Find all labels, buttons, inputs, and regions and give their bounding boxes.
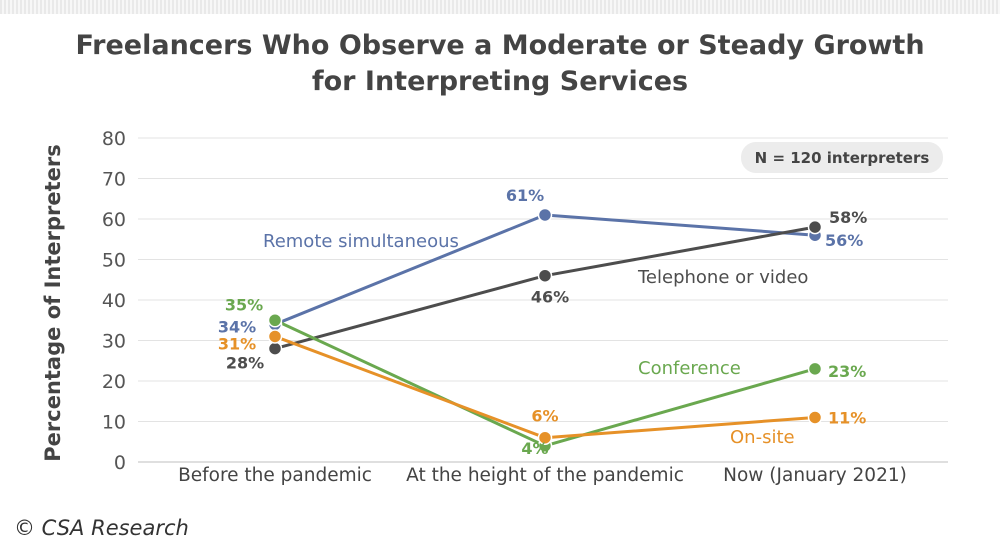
y-tick-labels: 0 10 20 30 40 50 60 70 80 — [102, 128, 126, 474]
data-label: 56% — [825, 231, 863, 250]
data-labels: 34% 61% 56% 28% 46% 58% 35% 4% 23% 31% 6% 11% — [218, 186, 867, 458]
data-label: 23% — [828, 362, 866, 381]
chart-title-line-2: for Interpreting Services — [311, 66, 689, 97]
data-point — [267, 313, 283, 328]
x-tick-label: Now (January 2021) — [723, 465, 907, 486]
y-tick-label: 10 — [102, 412, 126, 434]
data-point — [267, 329, 283, 344]
data-label: 61% — [506, 186, 544, 205]
series-name-label: Telephone or video — [637, 267, 808, 288]
gridlines — [138, 137, 948, 463]
series-name-label: Remote simultaneous — [263, 231, 459, 252]
data-label: 34% — [218, 317, 256, 336]
data-label: 31% — [218, 334, 256, 353]
chart-title: Freelancers Who Observe a Moderate or St… — [0, 28, 1000, 100]
series-name-labels: Remote simultaneous Telephone or video Con… — [263, 231, 808, 448]
y-axis-label: Percentage of Interpreters — [41, 144, 65, 461]
data-label: 11% — [828, 408, 866, 427]
y-tick-label: 30 — [102, 331, 126, 353]
data-label: 28% — [226, 354, 264, 373]
series-points — [267, 207, 823, 454]
x-tick-labels: Before the pandemic At the height of the … — [178, 465, 907, 486]
data-label: 58% — [829, 208, 867, 227]
chart-title-line-1: Freelancers Who Observe a Moderate or St… — [75, 30, 925, 61]
y-tick-label: 40 — [102, 290, 126, 312]
data-point — [537, 268, 553, 283]
series-name-label: Conference — [638, 358, 741, 379]
x-tick-label: Before the pandemic — [178, 465, 372, 486]
data-label: 4% — [521, 439, 548, 458]
y-tick-label: 20 — [102, 371, 126, 393]
data-point — [807, 219, 823, 235]
data-point — [537, 207, 553, 223]
y-tick-label: 70 — [102, 169, 126, 191]
y-tick-label: 60 — [102, 209, 126, 231]
y-tick-label: 0 — [114, 452, 126, 474]
data-point — [267, 341, 283, 356]
sample-size-text: N = 120 interpreters — [755, 149, 930, 167]
copyright-credit: © CSA Research — [14, 516, 189, 540]
sample-size-badge: N = 120 interpreters — [741, 142, 943, 173]
x-tick-label: At the height of the pandemic — [406, 465, 684, 486]
data-label: 35% — [225, 295, 263, 314]
y-tick-label: 50 — [102, 250, 126, 272]
series-name-label: On-site — [730, 427, 795, 448]
top-decorative-band — [0, 0, 1000, 14]
y-tick-label: 80 — [102, 128, 126, 150]
data-point — [537, 430, 553, 445]
data-point — [807, 410, 823, 425]
data-label: 46% — [531, 288, 569, 307]
data-point — [807, 361, 823, 377]
data-label: 6% — [531, 407, 558, 426]
